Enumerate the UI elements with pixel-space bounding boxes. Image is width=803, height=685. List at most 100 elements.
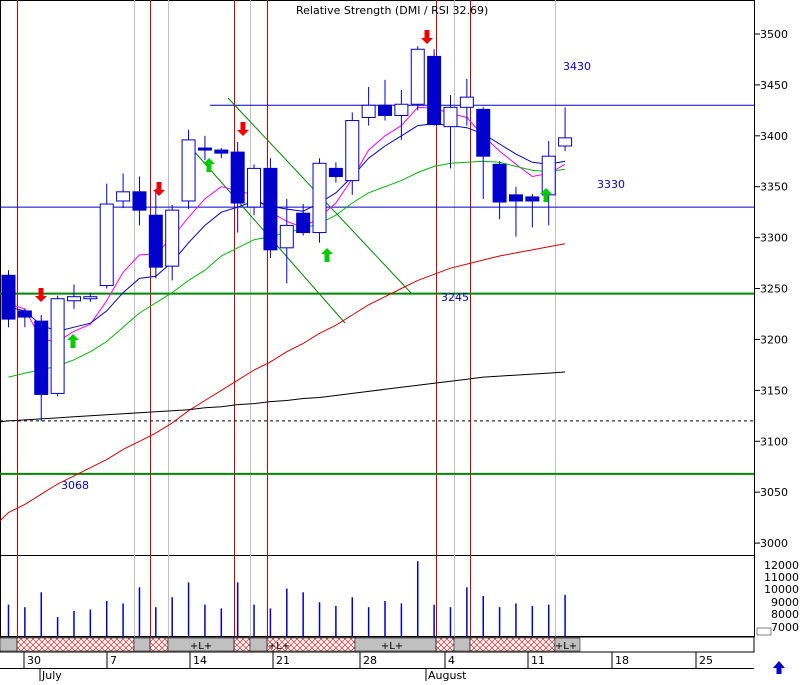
candle-body-down	[263, 167, 278, 251]
candles	[1, 46, 573, 421]
candle-body-up	[247, 167, 262, 208]
y-tick-label: 3200	[760, 333, 788, 346]
sell-arrow-icon	[35, 288, 47, 302]
y-tick-label: 3150	[760, 384, 788, 397]
x-tick-label: 28	[363, 654, 377, 667]
month-label: August	[428, 669, 467, 681]
candle-body-down	[328, 167, 343, 178]
candle-body-down	[34, 320, 49, 395]
candle-body-up	[394, 103, 409, 116]
scroll-up-arrow-icon[interactable]	[773, 661, 785, 674]
sell-arrow-icon	[153, 182, 165, 196]
y-axis: 3500 3450 3400 3350 3300 3250 3200 3150 3100 3050…	[754, 28, 788, 550]
strip-marker-label: +L+	[555, 641, 577, 652]
candle-body-down	[492, 163, 507, 203]
volume-tick-label: 8000	[771, 608, 799, 621]
candle-body-up	[459, 96, 474, 108]
candle-body-up	[443, 106, 458, 128]
moving-average-3	[0, 243, 566, 522]
candle-body-down	[427, 55, 442, 126]
sell-arrow-icon	[421, 30, 433, 44]
signal-strip-segment	[453, 637, 471, 652]
y-tick-label: 3350	[760, 181, 788, 194]
candle-body-down	[508, 194, 523, 202]
candle-body-up	[116, 191, 131, 202]
y-tick-label: 3250	[760, 283, 788, 296]
y-tick-label: 3500	[760, 28, 788, 41]
candle-body-up	[66, 296, 81, 302]
buy-arrow-icon	[540, 188, 552, 202]
y-tick-label: 3300	[760, 232, 788, 245]
candle-body-up	[361, 104, 376, 118]
x-tick-label: 25	[699, 654, 713, 667]
buy-arrow-icon	[67, 334, 79, 348]
buy-arrow-icon	[321, 248, 333, 262]
y-tick-label: 3000	[760, 537, 788, 550]
y-tick-label: 3400	[760, 130, 788, 143]
y-tick-label: 3450	[760, 79, 788, 92]
signal-strip-segment	[249, 637, 268, 652]
signal-strip-segment	[233, 637, 251, 652]
candle-body-down	[476, 108, 491, 157]
candle-body-down	[132, 191, 147, 211]
candle-body-down	[378, 104, 393, 116]
candle-body-up	[312, 162, 327, 234]
candle-body-up	[50, 298, 65, 394]
candle-body-up	[165, 209, 180, 267]
candle-body-up	[99, 203, 114, 286]
strip-indicator	[756, 627, 772, 636]
signal-strip-segment	[0, 637, 18, 652]
candle-body-down	[230, 151, 245, 204]
signal-strip-segment	[149, 637, 169, 652]
volume-tick-label: 12000	[764, 559, 799, 572]
y-tick-label: 3050	[760, 486, 788, 499]
chart-title-overlay: Relative Strength (DMI / RSI 32.69)	[296, 4, 488, 17]
month-label: July	[41, 669, 62, 681]
plot-frame	[0, 0, 755, 637]
x-tick-label: 4	[448, 654, 455, 667]
moving-average-4	[0, 371, 566, 423]
candle-body-down	[1, 274, 16, 320]
level-label: 3068	[61, 479, 89, 492]
x-tick-label: 30	[27, 654, 41, 667]
candle-body-up	[181, 139, 196, 202]
volume-tick-label: 10000	[764, 583, 799, 596]
level-label: 3330	[597, 178, 625, 191]
strip-marker-label: +L+	[268, 641, 290, 652]
candle-body-down	[148, 214, 163, 268]
signal-strip-segment	[16, 637, 135, 652]
x-tick-label: 18	[615, 654, 629, 667]
x-tick-label: 7	[110, 654, 117, 667]
signal-strip-segment	[469, 637, 556, 652]
signal-strip-segment	[133, 637, 151, 652]
volume-bars	[7, 561, 566, 637]
candle-body-down	[17, 310, 32, 318]
candle-body-up	[410, 48, 425, 105]
signal-strip-segment	[435, 637, 455, 652]
signal-strip-segment	[554, 637, 581, 652]
candle-body-up	[345, 120, 360, 182]
x-tick-label: 11	[531, 654, 545, 667]
candle-body-up	[558, 137, 573, 147]
volume-tick-label: 9000	[771, 596, 799, 609]
volume-tick-label: 7000	[771, 621, 799, 634]
candle-body-up	[541, 155, 556, 196]
x-tick-label: 14	[193, 654, 207, 667]
sell-arrow-icon	[237, 122, 249, 136]
strip-marker-label: +L+	[190, 641, 212, 652]
candle-body-down	[296, 212, 311, 234]
candle-body-down	[197, 147, 212, 151]
candle-body-up	[83, 296, 98, 300]
candle-body-up	[279, 224, 294, 249]
candle-body-down	[525, 196, 540, 202]
buy-arrow-icon	[203, 158, 215, 172]
level-label: 3430	[563, 60, 591, 73]
strip-marker-label: +L+	[381, 641, 403, 652]
volume-tick-label: 11000	[764, 571, 799, 584]
level-label: 3245	[441, 291, 469, 304]
candle-body-down	[214, 149, 229, 154]
x-tick-label: 21	[276, 654, 290, 667]
